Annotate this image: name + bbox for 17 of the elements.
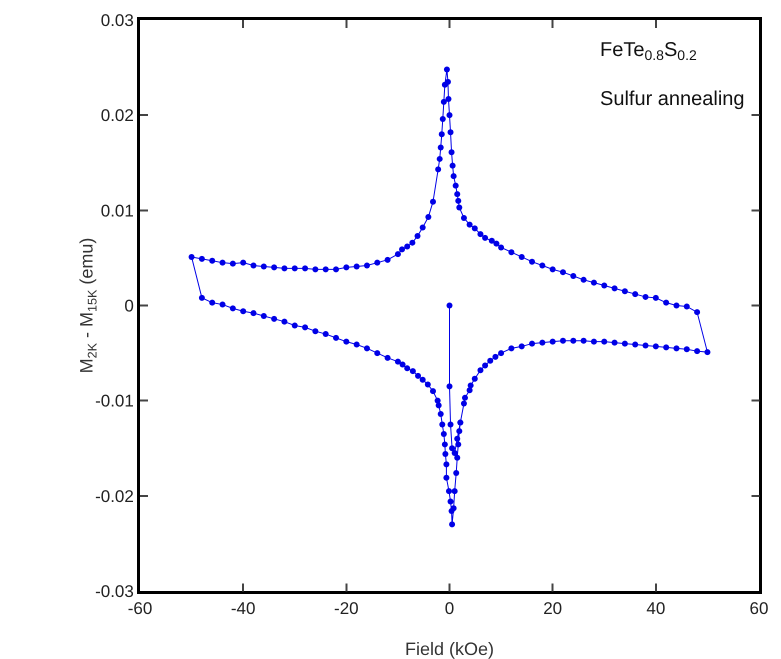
x-tick-label: -60: [128, 599, 152, 618]
y-tick-label: 0: [124, 296, 134, 316]
x-tick-label: 0: [444, 599, 454, 618]
x-tick-label: -20: [334, 599, 359, 618]
x-tick-label: -40: [230, 599, 256, 618]
x-tick-label: 40: [646, 599, 666, 618]
y-tick-label: -0.01: [95, 392, 134, 411]
x-axis-title: Field (kOe): [404, 639, 494, 659]
annotation: Sulfur annealing: [600, 88, 745, 110]
x-tick-label: 20: [543, 599, 562, 618]
y-tick-label: -0.03: [95, 582, 134, 601]
y-tick-label: 0.02: [100, 106, 134, 126]
annotation: FeTe$_{0.8}$S$_{0.2}$: [600, 39, 697, 64]
y-tick-label: 0.03: [100, 10, 134, 30]
y-tick-label: 0.01: [100, 201, 134, 220]
x-tick-label: 60: [750, 599, 768, 618]
y-tick-label: -0.02: [95, 486, 134, 506]
